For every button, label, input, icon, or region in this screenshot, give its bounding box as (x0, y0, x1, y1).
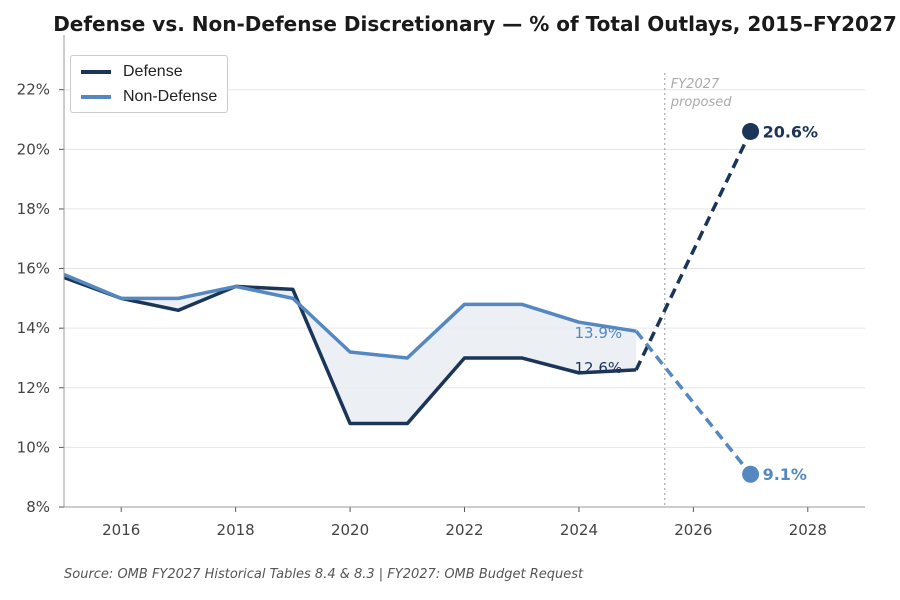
legend-label-non-defense: Non-Defense (123, 88, 218, 105)
source-note: Source: OMB FY2027 Historical Tables 8.4… (64, 567, 584, 582)
legend: Defense Non-Defense (70, 55, 228, 113)
endpoint-non-defense (742, 465, 760, 483)
x-tick-label-2026: 2026 (674, 521, 712, 539)
gap-shading (64, 274, 637, 424)
proposal-marker-label-2: proposed (670, 95, 733, 110)
y-tick-label-10: 10% (17, 438, 50, 456)
projection-line-non-defense (634, 330, 752, 476)
legend-label-defense: Defense (123, 63, 183, 80)
proposal-marker-label-1: FY2027 (671, 77, 720, 92)
inline-label-non-defense: 13.9% (574, 324, 622, 342)
x-tick-label-2018: 2018 (217, 521, 255, 539)
y-tick-label-22: 22% (17, 81, 50, 99)
endpoint-defense (742, 122, 760, 140)
x-tick-label-2028: 2028 (789, 521, 827, 539)
y-tick-label-14: 14% (17, 319, 50, 337)
y-tick-label-16: 16% (17, 260, 50, 278)
projection-line-defense (634, 130, 753, 371)
y-tick-label-12: 12% (17, 379, 50, 397)
chart-title: Defense vs. Non-Defense Discretionary — … (53, 12, 897, 36)
vertical-marker: FY2027 proposed (664, 73, 733, 507)
y-tick-label-8: 8% (26, 498, 50, 516)
y-tick-label-20: 20% (17, 140, 50, 158)
end-label-non-defense: 9.1% (763, 465, 807, 484)
x-tick-label-2020: 2020 (331, 521, 369, 539)
legend-swatch-defense (81, 70, 111, 74)
end-label-defense: 20.6% (763, 122, 819, 141)
x-tick-label-2016: 2016 (102, 521, 140, 539)
data-labels: 20.6% 12.6% 9.1% 13.9% (574, 122, 818, 484)
axes: 8% 10% 12% 14% 16% 18% 20% 22% 2016 2018 2020 2022 2… (17, 35, 865, 539)
gap-fill (64, 274, 637, 424)
series-lines (63, 122, 760, 483)
legend-item-defense: Defense (81, 62, 183, 82)
legend-item-non-defense: Non-Defense (81, 87, 217, 107)
x-tick-label-2024: 2024 (560, 521, 598, 539)
inline-label-defense: 12.6% (574, 359, 622, 377)
y-tick-label-18: 18% (17, 200, 50, 218)
legend-swatch-non-defense (81, 95, 111, 99)
x-tick-label-2022: 2022 (445, 521, 483, 539)
